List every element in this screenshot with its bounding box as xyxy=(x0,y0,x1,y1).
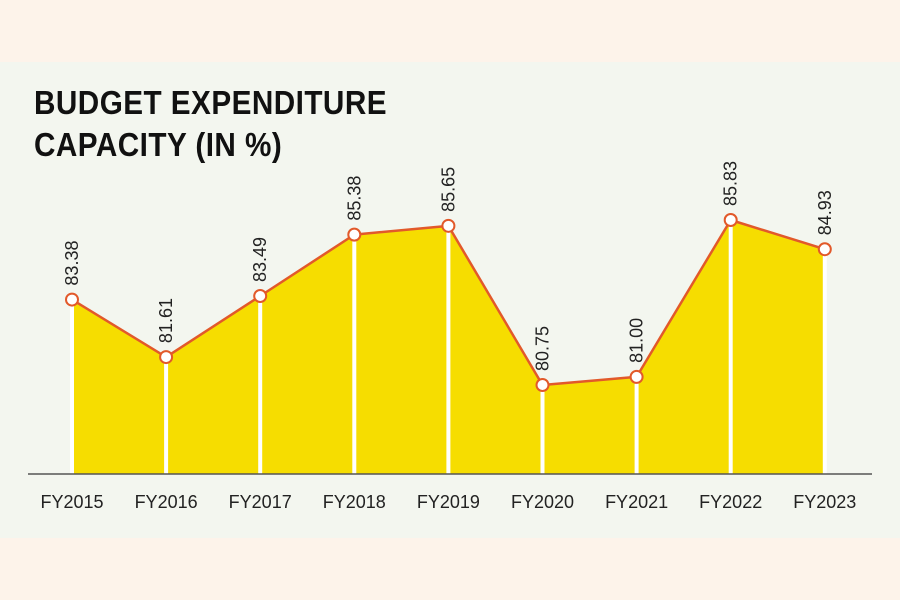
data-label-fy2021: 81.00 xyxy=(627,318,647,363)
x-tick-label-fy2020: FY2020 xyxy=(511,492,574,512)
label-layer: 83.38 81.61 83.49 85.38 85.65 80.75 81.00 85.83… xyxy=(62,161,835,371)
x-tick-label-fy2019: FY2019 xyxy=(417,492,480,512)
x-tick-label-fy2016: FY2016 xyxy=(135,492,198,512)
data-label-fy2019: 85.65 xyxy=(438,167,458,212)
point-layer xyxy=(65,213,832,392)
axis-layer: FY2015 FY2016 FY2017 FY2018 FY2019 FY2020 FY20… xyxy=(28,473,872,512)
x-tick-label-fy2021: FY2021 xyxy=(605,492,668,512)
data-point-fy2021 xyxy=(629,369,644,384)
data-label-fy2018: 85.38 xyxy=(344,176,364,221)
x-tick-label-fy2022: FY2022 xyxy=(699,492,762,512)
data-point-fy2015 xyxy=(65,292,79,307)
x-tick-label-fy2023: FY2023 xyxy=(793,492,856,512)
data-point-fy2022 xyxy=(723,213,738,227)
data-point-fy2019 xyxy=(441,218,456,233)
x-tick-label-fy2017: FY2017 xyxy=(229,492,292,512)
data-label-fy2020: 80.75 xyxy=(533,326,553,371)
data-point-fy2020 xyxy=(535,378,550,392)
x-tick-label-fy2018: FY2018 xyxy=(323,492,386,512)
data-point-fy2016 xyxy=(159,350,174,365)
chart-title-line-2: CAPACITY (IN %) xyxy=(34,126,283,163)
chart-title: BUDGET EXPENDITURE CAPACITY (IN %) xyxy=(34,82,387,166)
chart-title-line-1: BUDGET EXPENDITURE xyxy=(34,84,387,121)
data-label-fy2015: 83.38 xyxy=(62,241,82,286)
data-label-fy2022: 85.83 xyxy=(721,161,741,206)
x-tick-label-fy2015: FY2015 xyxy=(40,492,103,512)
guide-layer xyxy=(70,220,827,474)
data-label-fy2023: 84.93 xyxy=(815,190,835,235)
data-label-fy2017: 83.49 xyxy=(250,237,270,282)
data-point-fy2017 xyxy=(253,289,268,304)
data-point-fy2023 xyxy=(817,242,832,257)
data-point-fy2018 xyxy=(347,227,362,242)
data-label-fy2016: 81.61 xyxy=(156,298,176,343)
